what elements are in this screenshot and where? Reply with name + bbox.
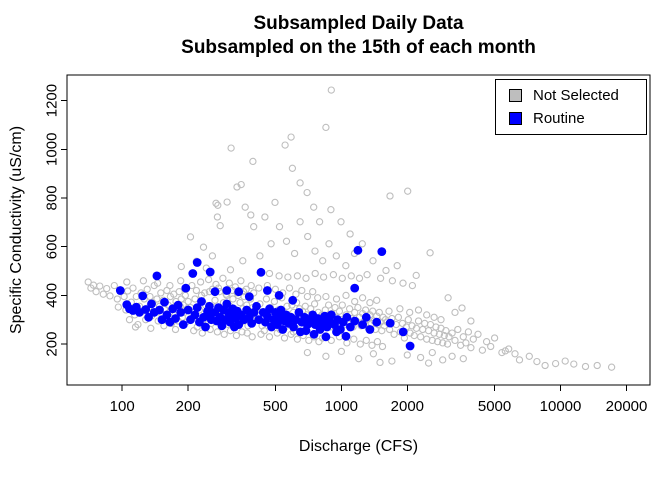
svg-text:5000: 5000: [478, 398, 511, 415]
svg-text:100: 100: [110, 398, 135, 415]
svg-text:500: 500: [263, 398, 288, 415]
svg-text:1200: 1200: [44, 84, 61, 117]
routine-swatch-icon: [509, 112, 522, 125]
chart-title: Subsampled Daily Data: [253, 13, 464, 34]
legend: Not Selected Routine: [495, 79, 647, 135]
chart-subtitle: Subsampled on the 15th of each month: [181, 37, 536, 58]
svg-text:800: 800: [44, 185, 61, 210]
svg-text:400: 400: [44, 283, 61, 308]
svg-text:1000: 1000: [44, 133, 61, 166]
legend-item-not-selected: Not Selected: [496, 86, 646, 106]
svg-text:10000: 10000: [540, 398, 582, 415]
svg-text:2000: 2000: [391, 398, 424, 415]
svg-text:200: 200: [176, 398, 201, 415]
x-axis-label: Discharge (CFS): [298, 438, 419, 455]
svg-text:1000: 1000: [325, 398, 358, 415]
svg-text:20000: 20000: [606, 398, 648, 415]
y-axis-label: Specific Conductivity (uS/cm): [8, 125, 25, 335]
svg-text:600: 600: [44, 234, 61, 259]
not-selected-swatch-icon: [509, 89, 522, 102]
legend-label-not-selected: Not Selected: [533, 87, 619, 104]
legend-label-routine: Routine: [533, 110, 585, 127]
legend-item-routine: Routine: [496, 109, 646, 129]
svg-text:200: 200: [44, 332, 61, 357]
